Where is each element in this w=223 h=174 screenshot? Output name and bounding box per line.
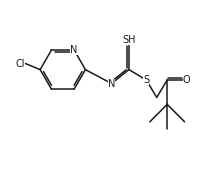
Text: N: N [70, 45, 78, 55]
Text: SH: SH [122, 35, 136, 45]
Text: O: O [183, 75, 190, 85]
Text: S: S [143, 75, 149, 85]
Text: Cl: Cl [16, 58, 25, 69]
Text: N: N [108, 78, 115, 89]
